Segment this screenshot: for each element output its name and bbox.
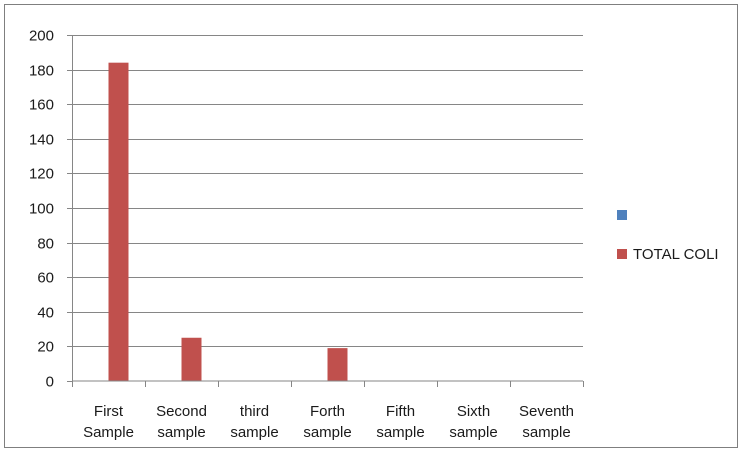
x-tick-label: Sample	[83, 424, 134, 441]
bars	[108, 62, 348, 382]
x-tick-label: sample	[157, 424, 205, 441]
y-tick-label: 20	[37, 339, 54, 356]
x-tick-label: Second	[156, 403, 207, 420]
y-tick-label: 180	[29, 63, 54, 80]
x-tick-label: sample	[522, 424, 570, 441]
y-tick-label: 140	[29, 132, 54, 149]
bar-total-coli-4	[327, 348, 348, 381]
y-tick-label: 40	[37, 305, 54, 322]
legend-label: TOTAL COLI	[633, 246, 719, 263]
x-tick-label: sample	[449, 424, 497, 441]
y-tick-label: 120	[29, 166, 54, 183]
y-tick-label: 60	[37, 270, 54, 287]
legend-swatch	[617, 210, 627, 220]
y-tick-label: 100	[29, 201, 54, 218]
y-tick-label: 200	[29, 28, 54, 45]
x-tick-label: Seventh	[519, 403, 574, 420]
y-tick-labels: 0 20 40 60 80 100 120 140 160 180 200	[29, 28, 54, 391]
y-tick-label: 80	[37, 236, 54, 253]
y-tick-label: 0	[46, 374, 54, 391]
legend-swatch	[617, 249, 627, 259]
x-tick-label: Sixth	[457, 403, 490, 420]
bar-total-coli-1	[108, 62, 129, 382]
gridlines	[67, 35, 584, 387]
x-tick-label: sample	[303, 424, 351, 441]
x-tick-labels: First Sample Second sample third sample Forth s…	[83, 403, 574, 441]
y-tick-label: 160	[29, 97, 54, 114]
x-tick-label: sample	[376, 424, 424, 441]
x-tick-label: Fifth	[386, 403, 415, 420]
legend: TOTAL COLI	[617, 210, 719, 263]
x-tick-label: Forth	[310, 403, 345, 420]
bar-total-coli-2	[181, 337, 202, 381]
x-tick-label: sample	[230, 424, 278, 441]
x-tick-label: First	[94, 403, 124, 420]
x-tick-label: third	[240, 403, 269, 420]
